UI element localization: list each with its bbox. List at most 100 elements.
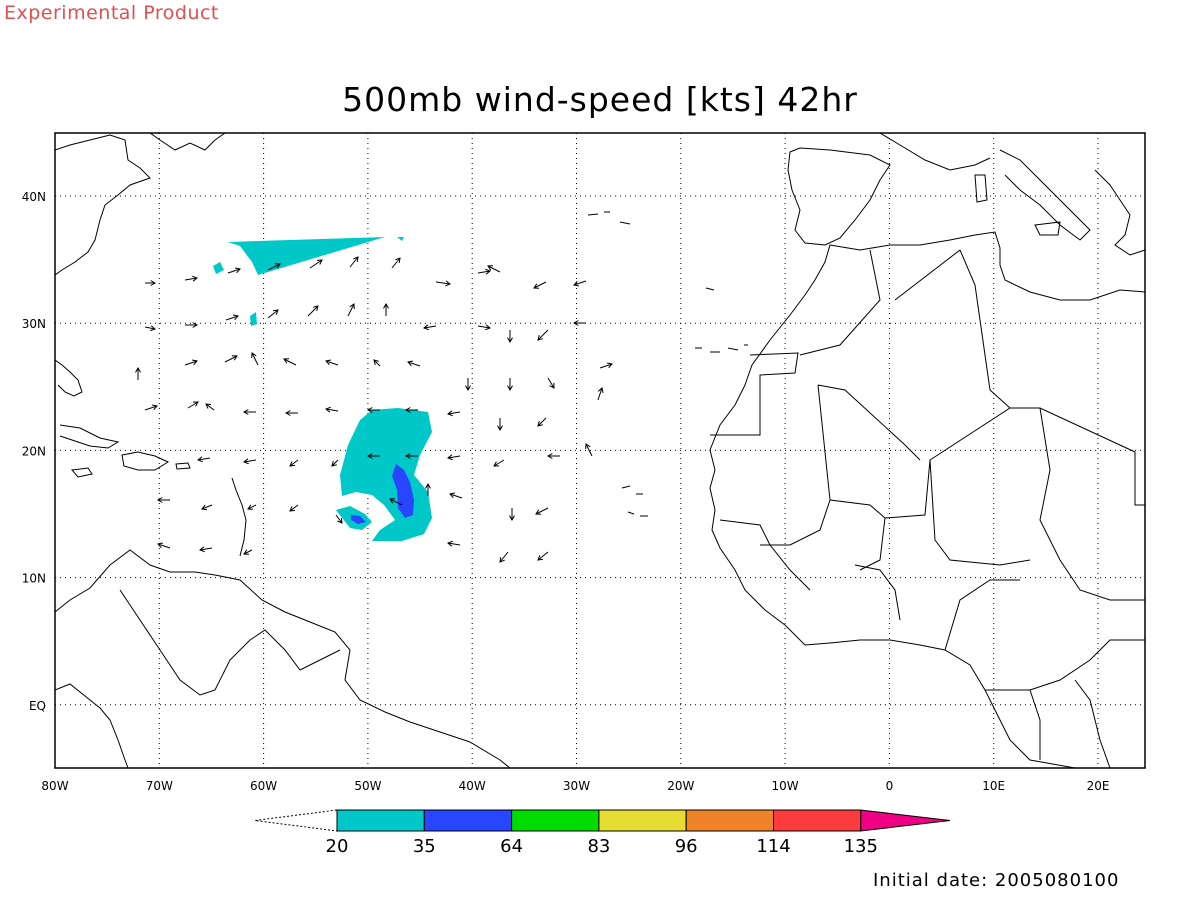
- sicily-coast: [1034, 221, 1061, 236]
- wind-arrow: [267, 263, 281, 271]
- wind-arrow: [309, 259, 323, 269]
- wind-arrow: [184, 275, 198, 282]
- initial-date: Initial date: 2005080100: [873, 870, 1120, 891]
- lon-label: 10W: [772, 779, 799, 793]
- lon-label: 10E: [982, 779, 1005, 793]
- legend-tick-label: 83: [587, 836, 610, 857]
- wind-arrow: [546, 453, 560, 459]
- legend-color-box: [685, 809, 775, 832]
- color-legend: 20 35 64 83 96 114 135: [254, 809, 951, 857]
- florida-coast: [55, 359, 83, 397]
- wind-speed-35-contour: [392, 464, 414, 518]
- central-america-coast: [55, 683, 129, 768]
- wind-arrow: [449, 492, 463, 499]
- wind-speed-20-contour-small-2: [250, 312, 257, 326]
- legend-tick-label: 35: [413, 836, 436, 857]
- puerto-rico-coast: [175, 462, 191, 470]
- lon-label: 60W: [250, 779, 277, 793]
- wind-arrow: [284, 410, 298, 416]
- africa-borders: [710, 249, 1145, 768]
- wind-arrow: [366, 407, 380, 413]
- legend-underflow-arrow: [254, 809, 338, 832]
- plot-frame: [54, 132, 1146, 769]
- wind-arrow: [487, 265, 501, 273]
- axis-labels: 80W 70W 60W 50W 40W 30W 20W 10W 0 10E 20E 40N 30N 20N…: [22, 190, 1110, 793]
- wind-speed-20-contour-small-3: [397, 237, 404, 241]
- wind-arrow: [187, 401, 199, 409]
- wind-arrow: [573, 280, 587, 287]
- product-label: Experimental Product: [4, 2, 219, 24]
- wind-arrow: [497, 418, 503, 432]
- wind-arrow: [499, 551, 509, 563]
- cuba-coast: [59, 424, 120, 449]
- wind-arrow: [389, 498, 403, 506]
- wind-arrow: [144, 325, 156, 332]
- lon-label: 40W: [459, 779, 486, 793]
- coastlines: [55, 133, 1145, 768]
- wind-arrow: [325, 406, 339, 413]
- wind-arrow: [404, 453, 418, 459]
- wind-arrow: [331, 459, 339, 467]
- hispaniola-coast: [121, 451, 170, 471]
- lon-label: 20W: [667, 779, 694, 793]
- legend-tick-label: 64: [500, 836, 523, 857]
- wind-speed-20-contour-north: [228, 237, 385, 275]
- lat-lon-grid: [55, 133, 1145, 768]
- legend-tick-label: 96: [675, 836, 698, 857]
- wind-arrow: [199, 546, 213, 553]
- wind-arrow: [243, 458, 257, 465]
- lesser-antilles-coast: [231, 477, 247, 557]
- lon-label: 50W: [354, 779, 381, 793]
- wind-arrow: [347, 303, 355, 317]
- wind-speed-20-contour-small: [213, 262, 224, 274]
- wind-arrow: [349, 256, 359, 268]
- wind-arrow: [225, 314, 239, 321]
- wind-arrow: [289, 504, 299, 512]
- lat-label: 20N: [22, 444, 46, 458]
- map-title: 500mb wind-speed [kts] 42hr: [342, 80, 858, 119]
- wind-arrow: [135, 366, 141, 380]
- wind-arrow: [507, 330, 513, 344]
- wind-speed-35-contour-2: [351, 515, 366, 524]
- legend-color-box: [336, 809, 425, 832]
- legend-tick-label: 114: [756, 836, 790, 857]
- greece-coast: [1094, 169, 1145, 256]
- lat-label: 40N: [22, 190, 46, 204]
- lon-label: 20E: [1087, 779, 1110, 793]
- madeira-island: [705, 287, 715, 291]
- azores-islands: [587, 211, 631, 225]
- wind-arrow: [157, 542, 171, 549]
- iberia-coast: [787, 147, 891, 246]
- wind-arrow: [205, 403, 215, 411]
- legend-color-box: [423, 809, 513, 832]
- sardinia-coast: [974, 174, 988, 203]
- france-coast: [879, 133, 991, 171]
- wind-arrow: [185, 322, 199, 328]
- wind-arrow: [156, 497, 170, 503]
- nova-scotia-coast: [149, 133, 226, 151]
- legend-color-box: [511, 809, 600, 832]
- wind-arrow: [251, 352, 259, 366]
- wind-arrow: [507, 378, 513, 392]
- wind-arrow: [391, 257, 401, 269]
- wind-arrow: [447, 454, 461, 461]
- lon-label: 70W: [146, 779, 173, 793]
- wind-arrow: [227, 267, 241, 274]
- wind-arrow: [144, 404, 158, 411]
- lon-label: 30W: [563, 779, 590, 793]
- wind-arrow: [537, 329, 549, 341]
- wind-arrow: [184, 359, 198, 366]
- cape-verde-islands: [621, 485, 648, 517]
- wind-arrow: [283, 358, 297, 366]
- canary-islands: [695, 344, 748, 353]
- wind-arrow: [465, 378, 471, 392]
- wind-arrow: [493, 459, 505, 467]
- legend-color-box: [598, 809, 687, 832]
- wind-arrow: [289, 459, 299, 467]
- wind-arrow: [447, 410, 461, 417]
- wind-arrow: [597, 387, 604, 401]
- wind-arrow: [447, 540, 461, 547]
- wind-arrow: [197, 456, 211, 463]
- wind-arrow: [404, 407, 418, 413]
